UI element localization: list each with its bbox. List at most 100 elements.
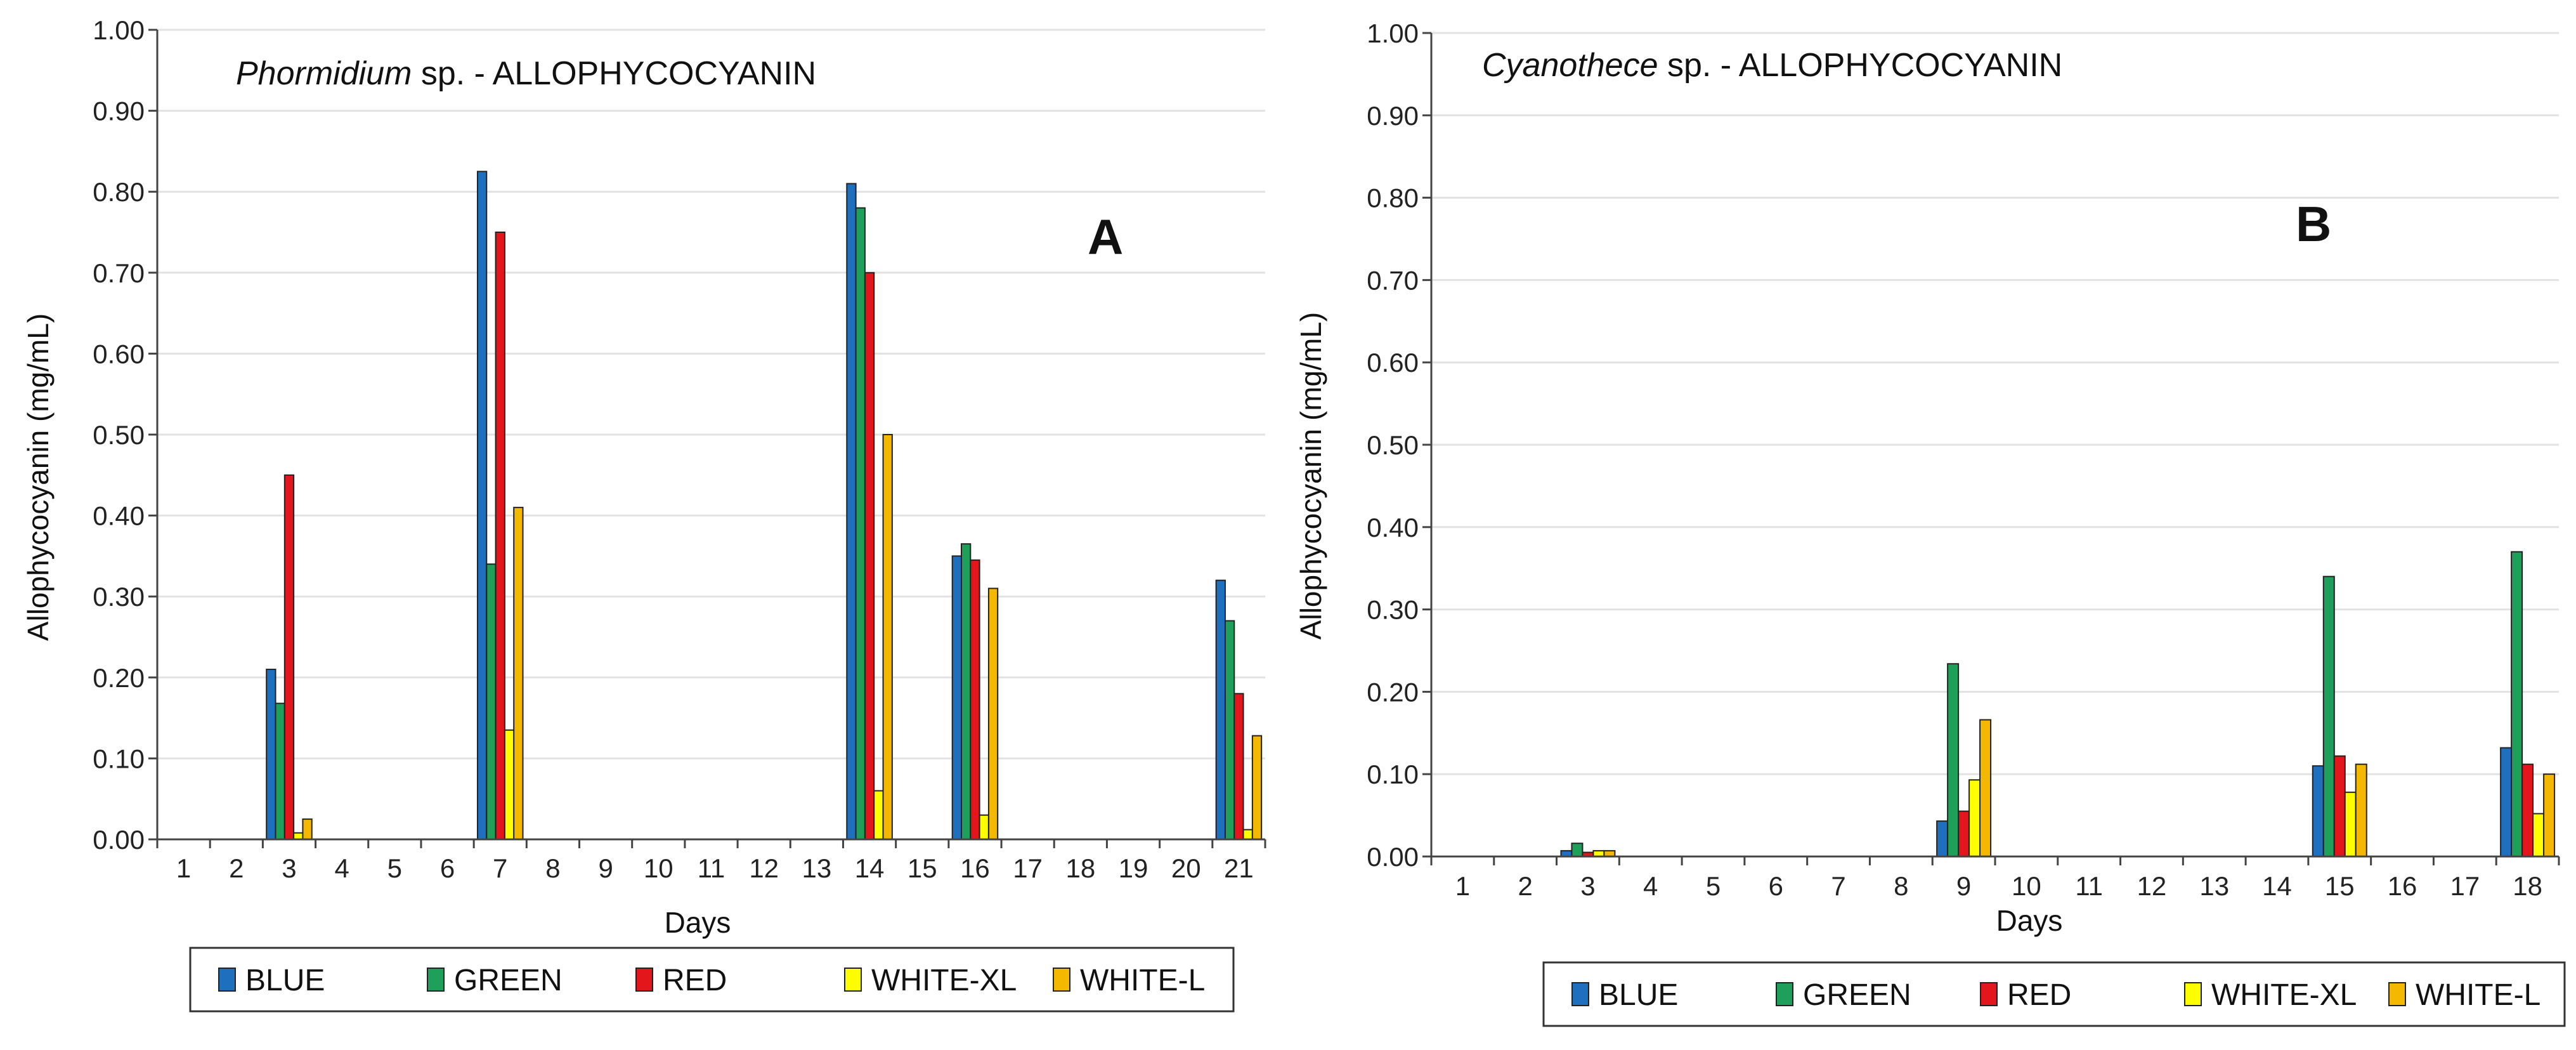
chart-a-legend-label-green: GREEN bbox=[454, 964, 563, 997]
chart-b-legend-label-red: RED bbox=[2007, 978, 2071, 1012]
chart-a-x-tick-label: 19 bbox=[1119, 853, 1148, 883]
chart-b-bar-white-l-day-15 bbox=[2355, 763, 2367, 858]
chart-a-x-tick-label: 1 bbox=[176, 853, 191, 883]
chart-a-axes bbox=[148, 29, 1266, 848]
chart-b-y-axis-label: Allophycocyanin (mg/mL) bbox=[1294, 312, 1327, 640]
chart-a-y-tick-label: 0.60 bbox=[93, 339, 145, 369]
chart-a-bar-blue-day-14 bbox=[846, 183, 857, 841]
chart-b-bar-red-day-18 bbox=[2521, 763, 2534, 858]
chart-a-bar-green-day-16 bbox=[960, 543, 972, 840]
chart-a-x-tick-label: 9 bbox=[598, 853, 613, 883]
chart-a-legend-label-white-xl: WHITE-XL bbox=[871, 964, 1017, 997]
chart-b-x-tick-label: 1 bbox=[1455, 871, 1470, 901]
chart-a-y-tick-label: 0.10 bbox=[93, 744, 145, 773]
chart-b-x-tick-label: 2 bbox=[1518, 871, 1532, 901]
chart-a-bar-white-xl-day-7 bbox=[504, 729, 515, 840]
chart-a-legend-swatch-red bbox=[635, 968, 653, 992]
chart-b-y-tick-label: 0.00 bbox=[1367, 842, 1419, 872]
chart-a-x-tick-label: 3 bbox=[282, 853, 296, 883]
chart-b-bar-white-l-day-18 bbox=[2543, 773, 2556, 857]
chart-a-y-ticks: 0.00 0.10 0.20 0.30 0.40 0.50 0.60 0.70 0.80 0.90… bbox=[93, 15, 145, 855]
chart-b-y-tick-label: 0.90 bbox=[1367, 101, 1419, 131]
chart-a-y-tick-label: 0.80 bbox=[93, 177, 145, 207]
chart-a-title-species: Phormidium bbox=[236, 55, 412, 92]
chart-b-legend-label-white-xl: WHITE-XL bbox=[2211, 978, 2357, 1012]
chart-b-x-ticks: 1 2 3 4 5 6 7 8 9 10 11 12 13 14 15 16 17 18 bbox=[1455, 871, 2542, 901]
chart-b-x-tick-label: 8 bbox=[1894, 871, 1908, 901]
chart-a-x-tick-label: 8 bbox=[545, 853, 560, 883]
chart-b-bar-blue-day-15 bbox=[2312, 765, 2324, 857]
chart-a-bar-white-xl-day-16 bbox=[979, 814, 989, 840]
chart-b-x-axis-label: Days bbox=[1996, 904, 2063, 937]
chart-a-bar-white-l-day-16 bbox=[987, 587, 999, 840]
chart-b-x-tick-label: 5 bbox=[1706, 871, 1721, 901]
chart-a-bars bbox=[266, 171, 1263, 841]
chart-a-y-tick-label: 0.20 bbox=[93, 663, 145, 693]
chart-b-bar-white-l-day-9 bbox=[1979, 719, 1992, 857]
chart-a-bar-white-xl-day-3 bbox=[293, 832, 304, 840]
chart-b-x-tick-label: 10 bbox=[2012, 871, 2041, 901]
chart-a-gridlines bbox=[157, 29, 1265, 759]
chart-a-legend-swatch-blue bbox=[218, 968, 236, 992]
chart-b-y-tick-label: 0.20 bbox=[1367, 677, 1419, 707]
chart-b-y-tick-label: 0.40 bbox=[1367, 513, 1419, 542]
chart-a-legend-label-white-l: WHITE-L bbox=[1080, 964, 1205, 997]
chart-a-x-tick-label: 12 bbox=[749, 853, 779, 883]
chart-a-legend: BLUE GREEN RED WHITE-XL WHITE-L bbox=[189, 947, 1235, 1013]
chart-a-bar-red-day-14 bbox=[864, 272, 875, 840]
chart-a-bar-blue-day-7 bbox=[476, 171, 488, 840]
chart-a-y-tick-label: 0.70 bbox=[93, 258, 145, 288]
chart-b-x-tick-label: 7 bbox=[1831, 871, 1845, 901]
chart-b-x-tick-label: 9 bbox=[1956, 871, 1971, 901]
chart-b-x-tick-label: 4 bbox=[1643, 871, 1658, 901]
chart-b-legend-swatch-white-xl bbox=[2184, 982, 2202, 1006]
chart-b-bar-red-day-9 bbox=[1958, 810, 1970, 857]
chart-b-axes bbox=[1422, 32, 2560, 865]
chart-a-x-tick-label: 14 bbox=[855, 853, 885, 883]
chart-a-y-axis-label: Allophycocyanin (mg/mL) bbox=[22, 313, 55, 641]
chart-a-bar-white-l-day-3 bbox=[302, 818, 313, 840]
chart-a-x-ticks: 1 2 3 4 5 6 7 8 9 10 11 12 13 14 15 16 17 18 19 20 21 bbox=[176, 853, 1254, 883]
chart-b-y-tick-label: 0.10 bbox=[1367, 759, 1419, 789]
chart-b-bar-green-day-9 bbox=[1947, 663, 1960, 857]
chart-a-x-tick-label: 2 bbox=[229, 853, 244, 883]
chart-b-x-tick-label: 6 bbox=[1769, 871, 1783, 901]
chart-b-x-tick-label: 11 bbox=[2075, 871, 2103, 901]
chart-b-legend-swatch-red bbox=[1980, 982, 1998, 1006]
chart-a-bar-white-l-day-14 bbox=[882, 434, 893, 840]
chart-a-x-tick-label: 4 bbox=[334, 853, 349, 883]
chart-a-x-tick-label: 7 bbox=[493, 853, 507, 883]
chart-a-bar-white-xl-day-21 bbox=[1242, 829, 1253, 840]
chart-a-x-tick-label: 21 bbox=[1224, 853, 1254, 883]
chart-a-bar-white-l-day-21 bbox=[1251, 735, 1263, 840]
chart-b-title: Cyanothece sp. - ALLOPHYCOCYANIN bbox=[1482, 47, 2062, 84]
chart-b-legend-label-green: GREEN bbox=[1803, 978, 1911, 1012]
chart-a-legend-label-red: RED bbox=[663, 964, 727, 997]
chart-a-bar-green-day-21 bbox=[1224, 620, 1235, 840]
chart-a-bar-red-day-7 bbox=[495, 232, 505, 840]
chart-a-bar-red-day-21 bbox=[1233, 693, 1244, 840]
chart-a-y-tick-label: 0.30 bbox=[93, 582, 145, 612]
chart-a-bar-white-xl-day-14 bbox=[873, 790, 884, 840]
chart-a-x-tick-label: 5 bbox=[387, 853, 402, 883]
chart-b-bar-green-day-3 bbox=[1571, 843, 1584, 858]
chart-b-x-tick-label: 12 bbox=[2137, 871, 2167, 901]
chart-a-panel-letter: A bbox=[1088, 209, 1123, 265]
chart-b-gridlines bbox=[1431, 32, 2559, 775]
chart-b-bars bbox=[1560, 551, 2556, 858]
chart-a-bar-blue-day-3 bbox=[266, 669, 276, 841]
chart-b-legend-label-white-l: WHITE-L bbox=[2416, 978, 2540, 1012]
chart-b-y-tick-label: 0.50 bbox=[1367, 430, 1419, 460]
chart-a-bar-green-day-7 bbox=[486, 563, 497, 840]
chart-a-y-tick-label: 1.00 bbox=[93, 15, 145, 45]
chart-b-x-tick-label: 14 bbox=[2262, 871, 2292, 901]
chart-a-x-tick-label: 15 bbox=[907, 853, 937, 883]
chart-b-x-tick-label: 18 bbox=[2513, 871, 2542, 901]
chart-b-bar-green-day-15 bbox=[2322, 575, 2335, 857]
chart-b-x-tick-label: 15 bbox=[2325, 871, 2355, 901]
chart-b-title-species: Cyanothece bbox=[1482, 47, 1658, 84]
chart-b-bar-blue-day-18 bbox=[2500, 747, 2513, 857]
chart-a-x-tick-label: 20 bbox=[1171, 853, 1201, 883]
chart-a-x-axis-label: Days bbox=[665, 906, 731, 939]
